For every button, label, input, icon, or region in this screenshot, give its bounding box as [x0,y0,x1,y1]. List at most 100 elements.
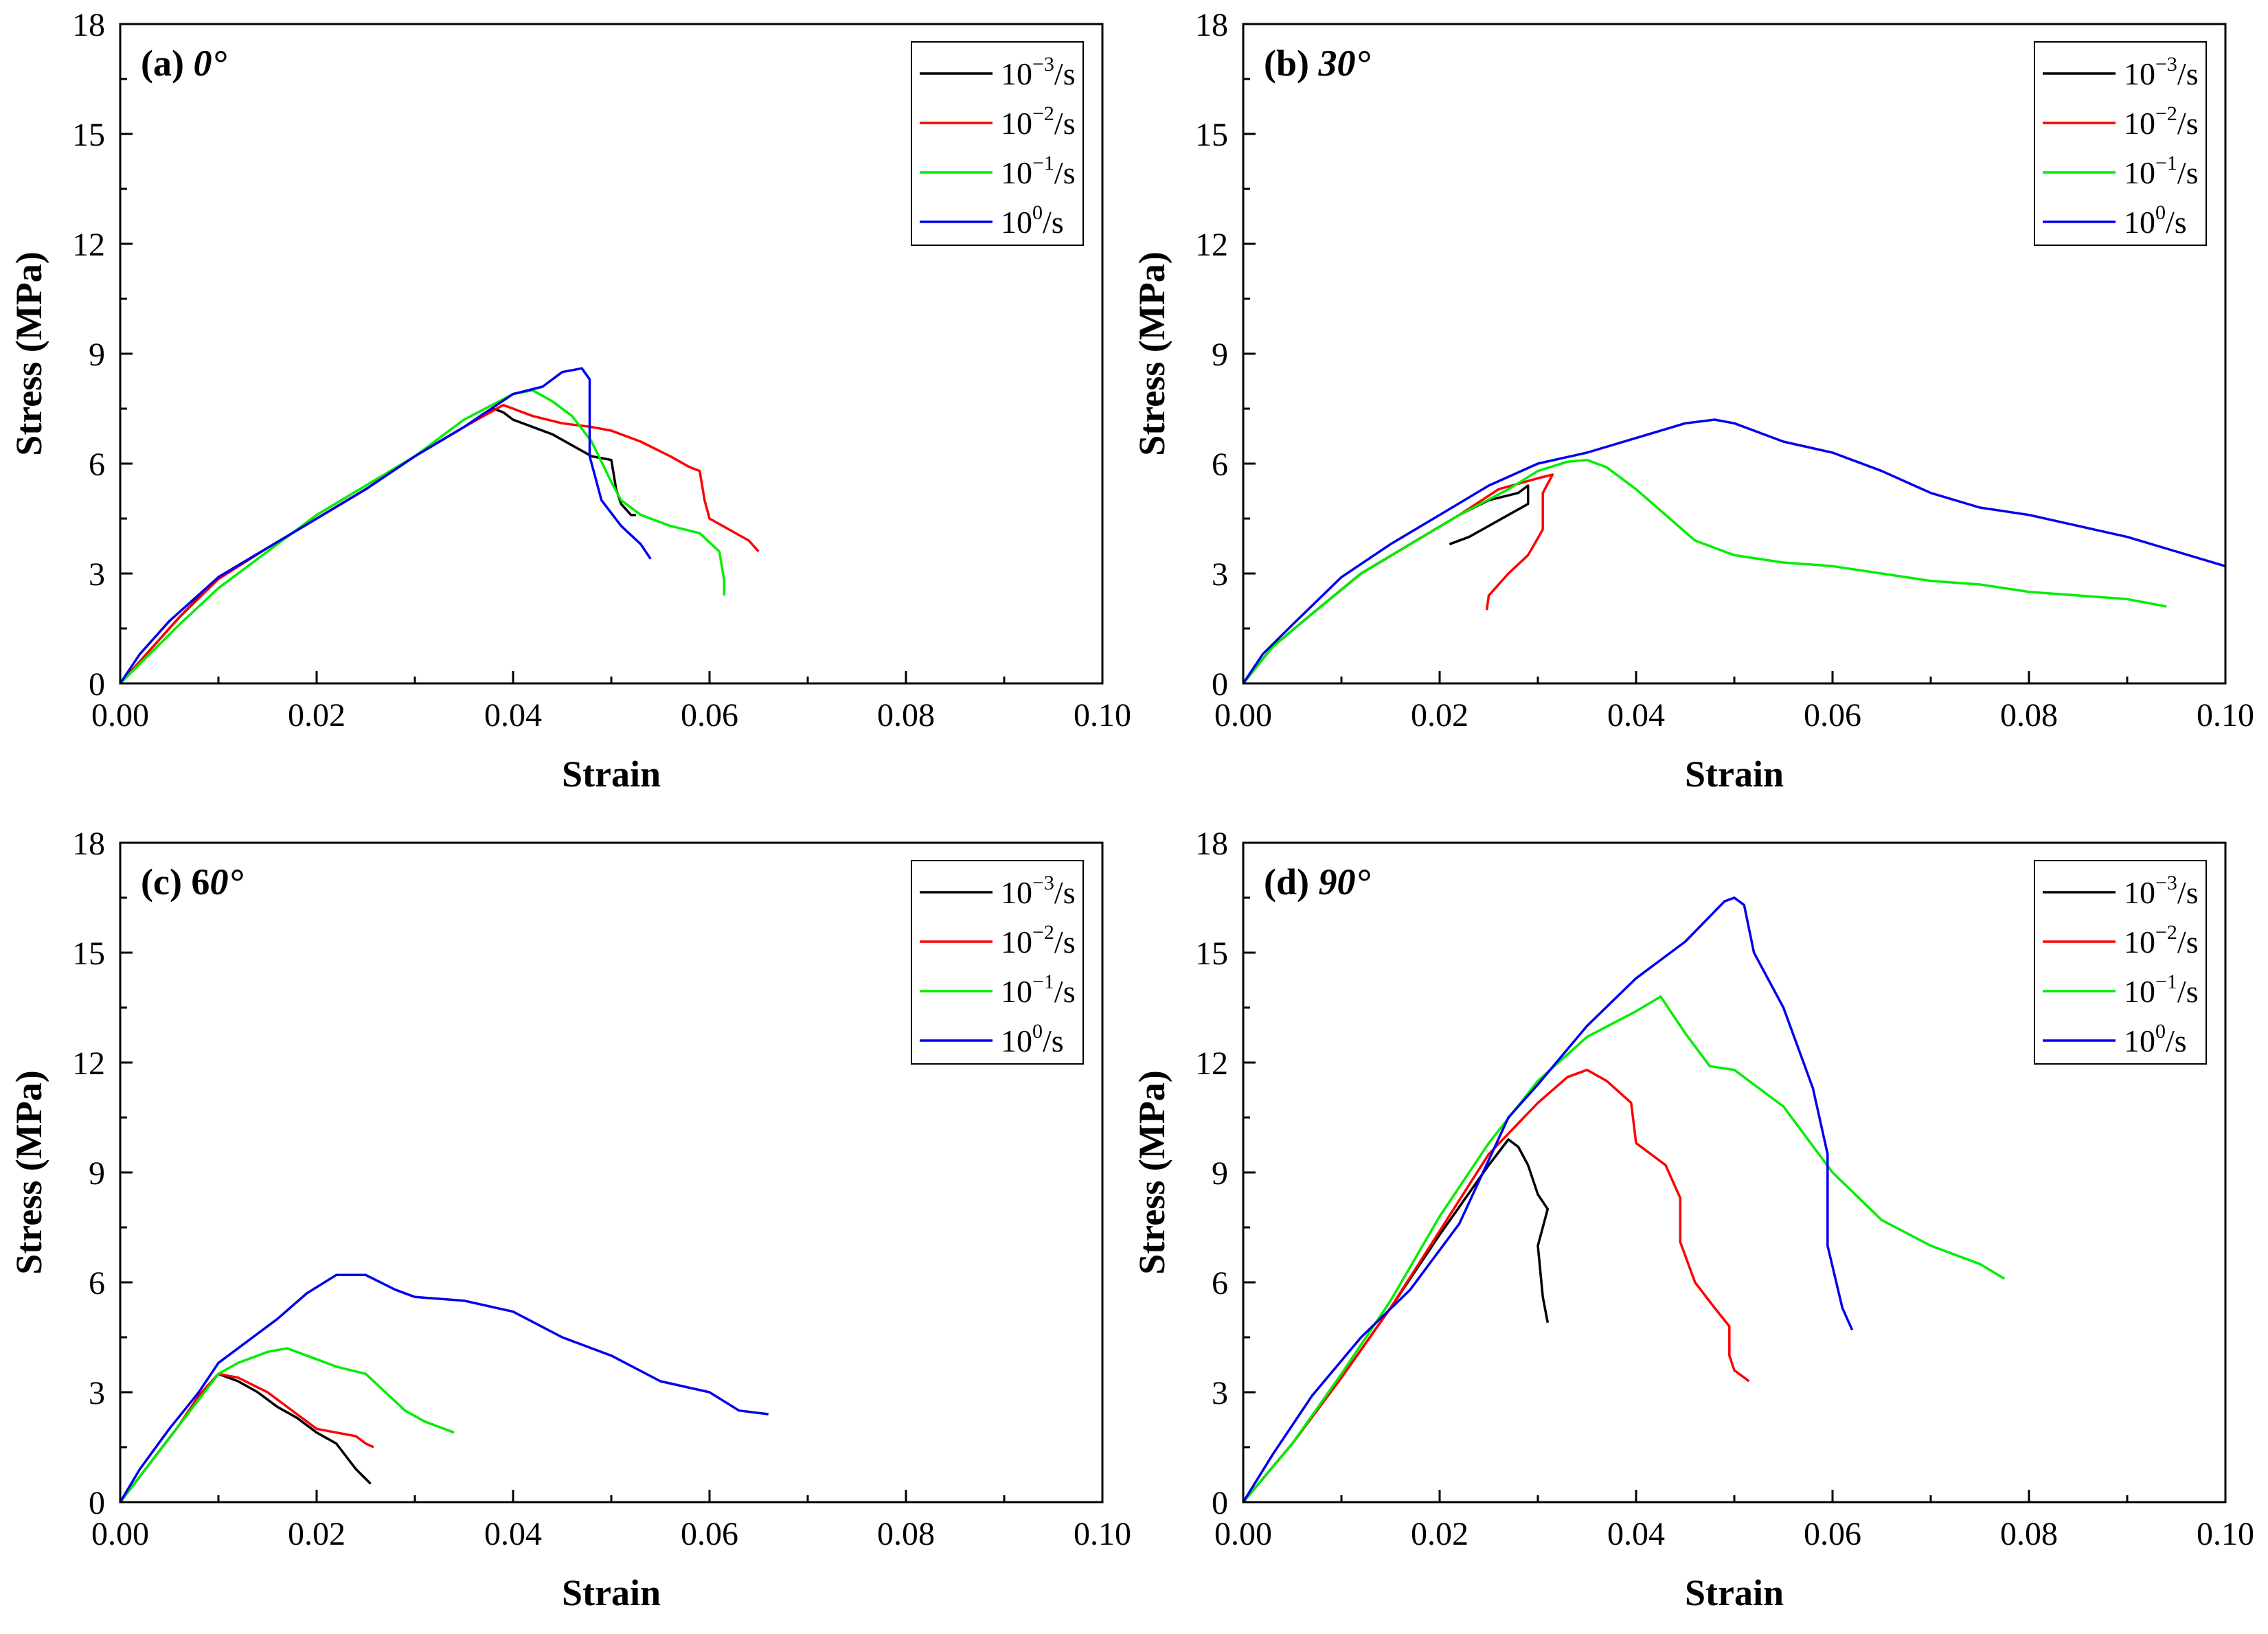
y-tick-label: 0 [89,666,105,703]
panel-label: (d) 90° [1264,861,1371,903]
legend-entry: 10−3/s [2124,53,2199,91]
y-tick-label: 18 [72,826,105,862]
y-tick-label: 6 [89,446,105,483]
x-axis-title: Strain [562,753,661,795]
panel-letter: (c) 6 [141,861,209,903]
panel-letter: (b) [1264,43,1319,84]
series-line-4 [1243,896,1854,1502]
series-line-4 [1243,418,2225,683]
series-line-2 [1243,473,1554,683]
x-tick-label: 0.02 [288,697,345,734]
legend-entry: 10−3/s [1001,53,1076,91]
panel-label: (a) 0° [141,43,227,84]
y-tick-label: 9 [89,1155,105,1192]
y-tick-label: 3 [89,1375,105,1411]
y-tick-label: 3 [89,556,105,593]
y-tick-label: 0 [1212,1485,1228,1521]
y-tick-label: 18 [72,7,105,43]
y-tick-label: 12 [72,227,105,263]
x-tick-label: 0.00 [1214,697,1272,734]
y-axis-title: Stress (MPa) [1131,1070,1172,1274]
chart-panel-3: 0.00 0.02 0.04 0.06 0.08 0.10 0 3 6 9 12 15 18 Strain… [8,826,1131,1613]
series-line-1 [120,1372,372,1502]
series-line-3 [1243,995,2006,1502]
legend-entry: 100/s [1001,1020,1064,1058]
y-axis-title: Stress (MPa) [1131,251,1172,455]
y-tick-label: 12 [72,1045,105,1082]
legend-box [911,860,1084,1065]
legend-entry: 100/s [2124,201,2187,240]
x-tick-label: 0.06 [681,1516,738,1552]
legend-entry: 10−1/s [2124,971,2199,1009]
series-line-2 [120,403,760,683]
y-tick-label: 3 [1212,556,1228,593]
x-tick-label: 0.08 [2000,1516,2058,1552]
chart-panel-2: 0.00 0.02 0.04 0.06 0.08 0.10 0 3 6 9 12 15 18 Strain… [1131,7,2254,795]
y-tick-label: 9 [89,337,105,373]
y-tick-label: 6 [1212,1265,1228,1302]
legend: 10−3/s 10−2/s 10−1/s 100/s [2034,860,2207,1065]
x-tick-label: 0.06 [1804,697,1861,734]
x-tick-label: 0.04 [484,1516,542,1552]
y-tick-label: 3 [1212,1375,1228,1411]
y-tick-label: 18 [1195,826,1228,862]
x-tick-label: 0.00 [91,1516,149,1552]
x-tick-label: 0.10 [1074,697,1131,734]
legend-entry: 100/s [1001,201,1064,240]
y-tick-label: 12 [1195,227,1228,263]
y-tick-label: 12 [1195,1045,1228,1082]
legend-box [2034,860,2207,1065]
panel-letter: (d) [1264,861,1319,903]
legend-entry: 10−2/s [2124,921,2199,960]
panel-angle: 90° [1319,861,1371,903]
series-line-1 [120,407,636,683]
legend-box [911,41,1084,246]
legend: 10−3/s 10−2/s 10−1/s 100/s [2034,41,2207,246]
y-axis-title: Stress (MPa) [8,251,49,455]
series-line-3 [120,389,726,683]
legend-entry: 100/s [2124,1020,2187,1058]
x-tick-label: 0.10 [2197,1516,2254,1552]
x-tick-label: 0.04 [484,697,542,734]
panel-angle: 30° [1318,43,1371,84]
y-tick-label: 0 [89,1485,105,1521]
series-line-4 [120,1273,769,1502]
y-tick-label: 9 [1212,337,1228,373]
x-tick-label: 0.02 [1411,697,1468,734]
x-tick-label: 0.00 [1214,1516,1272,1552]
y-tick-label: 6 [1212,446,1228,483]
x-axis-title: Strain [1685,1572,1784,1613]
legend-box [2034,41,2207,246]
chart-panel-1: 0.00 0.02 0.04 0.06 0.08 0.10 0 3 6 9 12 15 18 Strain… [8,7,1131,795]
panel-label: (c) 60° [141,861,243,903]
legend-entry: 10−1/s [2124,152,2199,190]
legend-entry: 10−2/s [1001,102,1076,141]
series-line-4 [120,367,652,683]
y-axis-title: Stress (MPa) [8,1070,49,1274]
x-axis-title: Strain [1685,753,1784,795]
y-tick-label: 15 [72,935,105,972]
legend-entry: 10−2/s [2124,102,2199,141]
series-line-3 [120,1347,455,1502]
x-tick-label: 0.00 [91,697,149,734]
x-tick-label: 0.08 [2000,697,2058,734]
legend: 10−3/s 10−2/s 10−1/s 100/s [911,41,1084,246]
y-tick-label: 15 [72,117,105,153]
x-tick-label: 0.08 [877,1516,935,1552]
x-tick-label: 0.10 [1074,1516,1131,1552]
legend-entry: 10−2/s [1001,921,1076,960]
chart-panel-4: 0.00 0.02 0.04 0.06 0.08 0.10 0 3 6 9 12 15 18 Strain… [1131,826,2254,1613]
x-tick-label: 0.06 [1804,1516,1861,1552]
x-tick-label: 0.04 [1607,1516,1665,1552]
panel-label: (b) 30° [1264,43,1371,84]
x-tick-label: 0.10 [2197,697,2254,734]
legend-entry: 10−3/s [2124,872,2199,910]
legend: 10−3/s 10−2/s 10−1/s 100/s [911,860,1084,1065]
x-tick-label: 0.02 [1411,1516,1468,1552]
series-line-3 [1243,458,2167,683]
x-tick-label: 0.04 [1607,697,1665,734]
series-line-2 [120,1372,374,1502]
x-tick-label: 0.02 [288,1516,345,1552]
series-line-1 [1243,484,1530,683]
